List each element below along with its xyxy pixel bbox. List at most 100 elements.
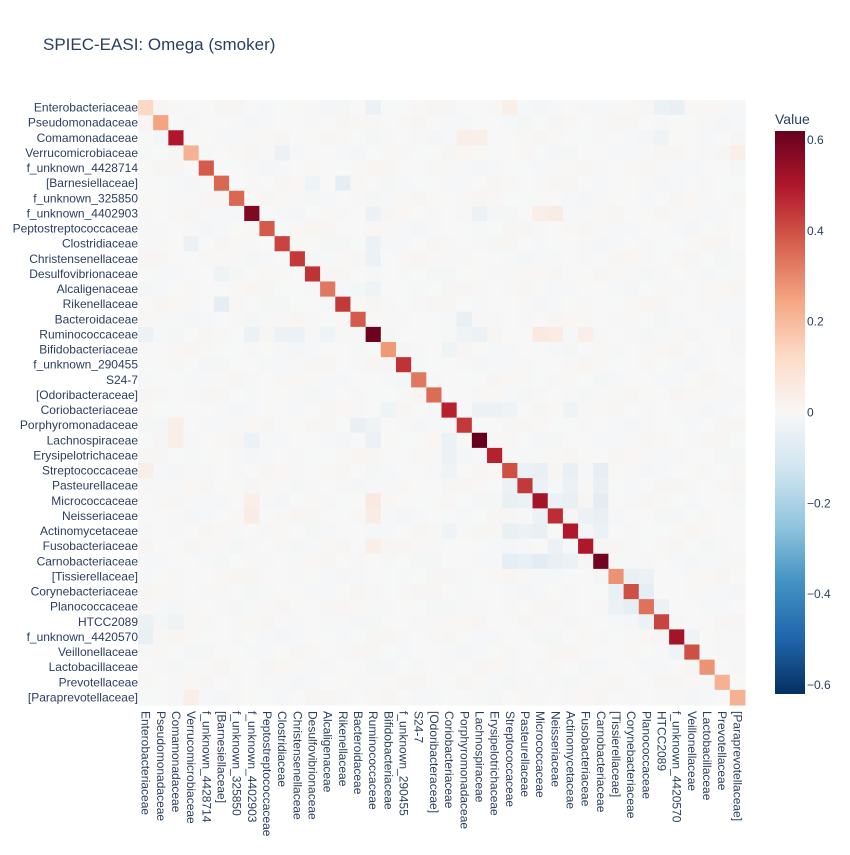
heatmap-cell	[138, 100, 154, 116]
heatmap-cell	[426, 402, 442, 419]
heatmap-cell	[729, 538, 746, 555]
heatmap-cell	[259, 432, 276, 449]
heatmap-cell	[547, 614, 564, 630]
heatmap-cell	[593, 387, 609, 404]
heatmap-cell	[411, 190, 427, 207]
heatmap-cell	[304, 160, 321, 177]
heatmap-cell	[365, 296, 382, 313]
heatmap-cell	[623, 478, 640, 494]
heatmap-cell	[229, 584, 245, 600]
heatmap-cell	[153, 508, 169, 525]
heatmap-cell	[456, 145, 473, 162]
heatmap-cell	[532, 584, 549, 600]
heatmap-cell	[350, 599, 367, 615]
heatmap-cell	[456, 130, 473, 146]
heatmap-cell	[153, 221, 169, 237]
heatmap-cell	[168, 659, 185, 676]
heatmap-cell	[517, 145, 534, 162]
heatmap-cell	[153, 659, 169, 676]
heatmap-cell	[623, 205, 640, 222]
heatmap-cell	[153, 311, 169, 328]
heatmap-cell	[411, 236, 427, 252]
heatmap-cell	[593, 326, 609, 343]
heatmap-cell	[274, 538, 291, 555]
heatmap-cell	[456, 538, 473, 555]
heatmap-cell	[289, 508, 306, 525]
heatmap-cell	[320, 175, 336, 192]
heatmap-cell	[532, 236, 549, 252]
heatmap-cell	[502, 326, 518, 343]
heatmap-cell	[562, 584, 579, 600]
y-tick-label: Pseudomonadaceae	[28, 116, 138, 130]
heatmap-cell	[426, 357, 442, 373]
colorbar-tick-label: 0	[807, 406, 814, 420]
heatmap-cell	[198, 463, 215, 479]
heatmap-cell	[289, 493, 306, 509]
heatmap-cell	[213, 296, 230, 313]
heatmap-cell	[684, 130, 700, 146]
heatmap-cell	[684, 402, 700, 419]
heatmap-cell	[684, 236, 700, 252]
heatmap-cell	[653, 266, 670, 283]
heatmap-cell	[532, 523, 549, 540]
heatmap-cell	[380, 644, 397, 661]
heatmap-cell	[593, 266, 609, 283]
heatmap-cell	[532, 493, 549, 509]
heatmap-cell	[562, 296, 579, 313]
heatmap-cell	[456, 296, 473, 313]
heatmap-cell	[365, 357, 382, 373]
heatmap-cell	[365, 236, 382, 252]
heatmap-cell	[380, 387, 397, 404]
heatmap-cell	[304, 629, 321, 646]
heatmap-cell	[471, 145, 488, 162]
heatmap-cell	[714, 357, 731, 373]
heatmap-cell	[623, 463, 640, 479]
heatmap-cell	[487, 689, 503, 706]
heatmap-cell	[304, 175, 321, 192]
heatmap-cell	[471, 130, 488, 146]
heatmap-cell	[380, 311, 397, 328]
heatmap-cell	[623, 568, 640, 585]
heatmap-cell	[684, 251, 700, 267]
heatmap-cell	[183, 447, 200, 464]
heatmap-cell	[153, 463, 169, 479]
heatmap-cell	[274, 432, 291, 449]
heatmap-cell	[729, 689, 746, 706]
heatmap-cell	[714, 644, 731, 661]
heatmap-cell	[456, 523, 473, 540]
heatmap-cell	[244, 674, 260, 691]
heatmap-cell	[229, 342, 245, 358]
heatmap-cell	[380, 402, 397, 419]
heatmap-cell	[487, 644, 503, 661]
colorbar-title: Value	[775, 111, 810, 127]
heatmap-cell	[502, 538, 518, 555]
heatmap-cell	[229, 100, 245, 116]
heatmap-cell	[380, 266, 397, 283]
heatmap-cell	[684, 221, 700, 237]
heatmap-cell	[517, 266, 534, 283]
heatmap-cell	[229, 493, 245, 509]
heatmap-cell	[138, 266, 154, 283]
heatmap-cell	[593, 205, 609, 222]
heatmap-cell	[259, 538, 276, 555]
heatmap-cell	[198, 251, 215, 267]
y-tick-label: [Barnesiellaceae]	[46, 176, 138, 190]
heatmap-cell	[562, 523, 579, 540]
heatmap-cell	[471, 674, 488, 691]
heatmap-cell	[153, 236, 169, 252]
heatmap-cell	[350, 115, 367, 131]
heatmap-cell	[532, 221, 549, 237]
heatmap-cell	[335, 674, 351, 691]
heatmap-cell	[638, 402, 655, 419]
heatmap-cell	[153, 296, 169, 313]
heatmap-cell	[441, 236, 458, 252]
heatmap-cell	[729, 447, 746, 464]
heatmap-cell	[244, 311, 260, 328]
heatmap-cell	[320, 538, 336, 555]
heatmap-cell	[487, 251, 503, 267]
heatmap-cell	[274, 221, 291, 237]
heatmap-cell	[168, 372, 185, 388]
heatmap-cell	[578, 402, 594, 419]
heatmap-cell	[441, 175, 458, 192]
heatmap-cell	[229, 432, 245, 449]
